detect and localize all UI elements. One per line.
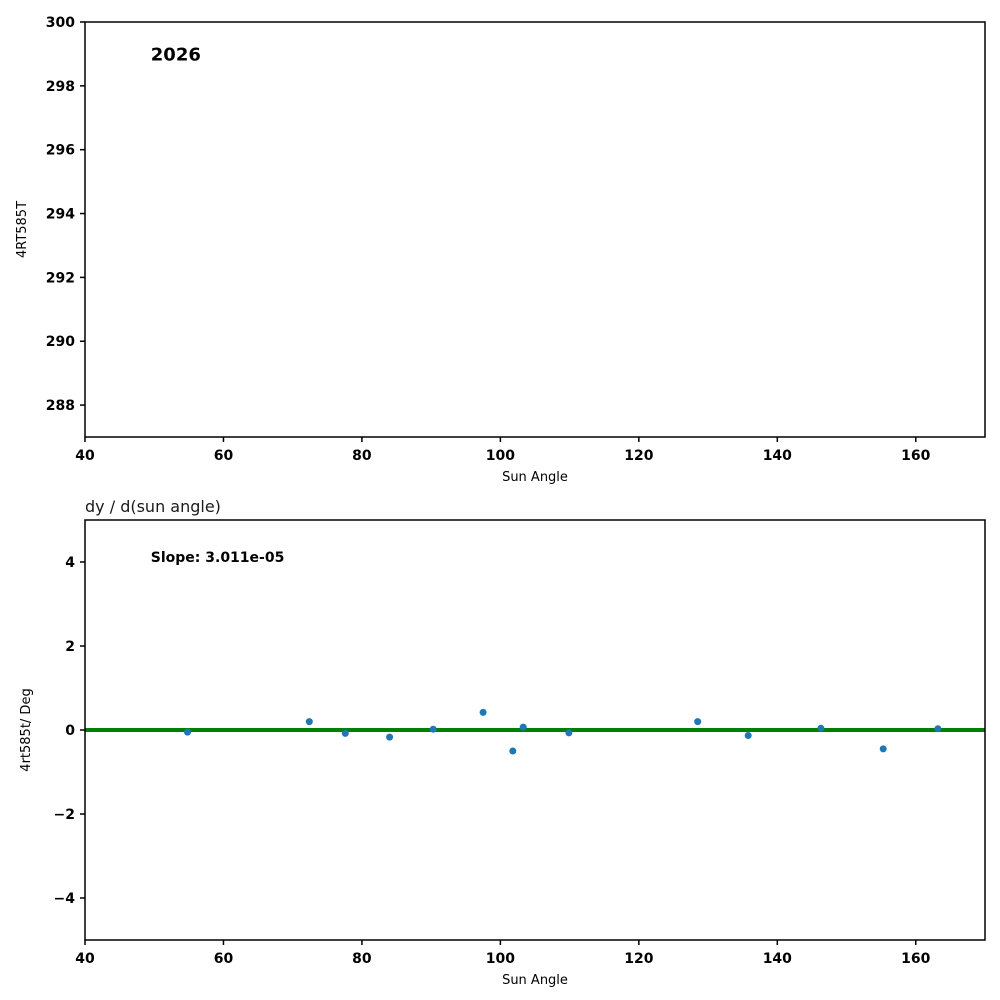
- x-tick-label: 80: [352, 951, 372, 967]
- chart-title: dy / d(sun angle): [85, 497, 221, 516]
- x-tick-label: 160: [901, 951, 930, 967]
- y-axis-label: 4rt585t/ Deg: [19, 688, 34, 771]
- x-tick-label: 100: [486, 448, 515, 464]
- y-tick-label: 294: [46, 207, 75, 223]
- annotation-text: 2026: [151, 44, 201, 65]
- y-axis-label: 4RT585T: [15, 201, 30, 258]
- scatter-point: [305, 718, 313, 726]
- y-tick-label: 288: [46, 398, 75, 414]
- annotation-text: Slope: 3.011e-05: [151, 550, 285, 566]
- x-tick-label: 160: [901, 448, 930, 464]
- y-tick-label: 300: [46, 15, 75, 31]
- scatter-point: [519, 723, 527, 731]
- y-tick-label: 292: [46, 270, 75, 286]
- scatter-point: [565, 729, 573, 737]
- x-tick-label: 100: [486, 951, 515, 967]
- plot-frame: [84, 21, 986, 438]
- scatter-point: [184, 728, 191, 736]
- scatter-point: [509, 747, 517, 755]
- scatter-point: [744, 732, 752, 739]
- x-tick-label: 40: [75, 951, 95, 967]
- y-tick-label: −2: [54, 807, 75, 823]
- y-tick-label: 298: [46, 79, 75, 95]
- y-tick-label: 2: [65, 639, 75, 655]
- scatter-point: [934, 725, 942, 733]
- scatter-point: [429, 725, 437, 733]
- scatter-point: [694, 718, 702, 726]
- scatter-point: [817, 724, 825, 732]
- scatter-point: [879, 745, 887, 753]
- x-axis-label: Sun Angle: [502, 973, 568, 988]
- top-scatter-chart: 40 60 80 100 120 140 160 288 290 292 294 296 298 300 S…: [15, 15, 986, 485]
- x-tick-label: 60: [214, 951, 234, 967]
- x-tick-label: 120: [624, 951, 653, 967]
- x-tick-label: 60: [214, 448, 234, 464]
- y-tick-label: 296: [46, 143, 75, 159]
- y-tick-label: 0: [65, 723, 75, 739]
- scatter-point: [479, 708, 487, 716]
- x-tick-label: 80: [352, 448, 372, 464]
- x-tick-label: 140: [763, 448, 792, 464]
- x-tick-label: 120: [624, 448, 653, 464]
- y-tick-label: −4: [54, 891, 76, 907]
- y-tick-label: 290: [46, 334, 75, 350]
- x-axis-label: Sun Angle: [502, 470, 568, 485]
- scatter-point: [341, 729, 349, 737]
- x-tick-label: 140: [763, 951, 792, 967]
- bottom-derivative-chart: 40 60 80 100 120 140 160 −4 −2 0 2 4 Sun Angle 4rt585…: [19, 497, 986, 988]
- scatter-point: [386, 733, 394, 741]
- y-tick-label: 4: [65, 555, 75, 571]
- x-tick-label: 40: [75, 448, 95, 464]
